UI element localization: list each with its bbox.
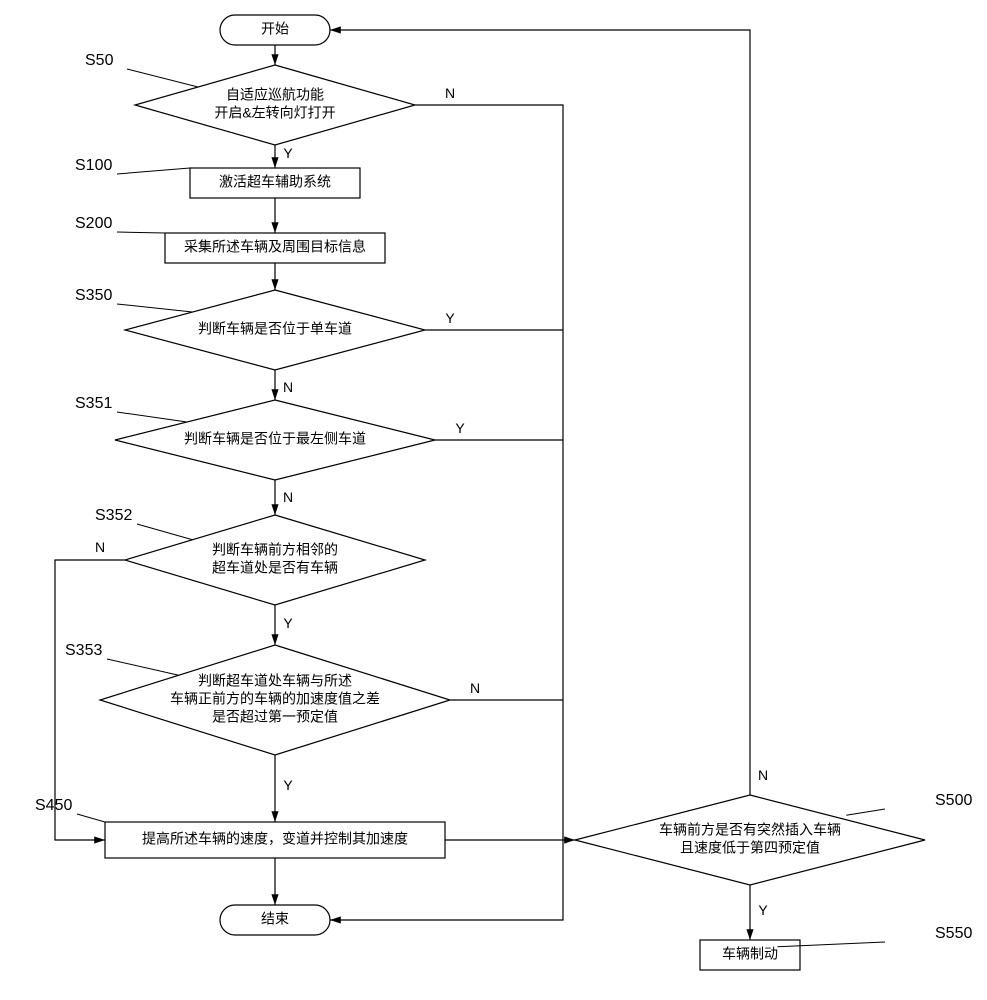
node-s50: 自适应巡航功能开启&左转向灯打开 S50 (85, 52, 415, 145)
step-label: S100 (75, 157, 112, 174)
node-s450: 提高所述车辆的速度，变道并控制其加速度 S450 (35, 797, 445, 858)
leader-line (846, 809, 885, 815)
node-text: 激活超车辅助系统 (219, 174, 331, 190)
edge-label: N (283, 379, 293, 395)
step-label: S50 (85, 52, 114, 69)
node-text: 超车道处是否有车辆 (212, 560, 338, 576)
step-label: S550 (935, 925, 972, 942)
node-s550: 车辆制动 S550 (700, 925, 972, 970)
edge-label: Y (455, 420, 465, 436)
node-text: 车辆正前方的车辆的加速度值之差 (170, 691, 380, 707)
edge (330, 30, 750, 795)
edge-label: Y (283, 615, 293, 631)
node-text: 自适应巡航功能 (226, 87, 324, 103)
node-text: 采集所述车辆及周围目标信息 (184, 239, 366, 255)
step-label: S500 (935, 792, 972, 809)
node-s353: 判断超车道处车辆与所述车辆正前方的车辆的加速度值之差是否超过第一预定值 S353 (65, 642, 450, 755)
edge-label: Y (445, 310, 455, 326)
leader-line (117, 232, 165, 233)
node-text: 车辆制动 (722, 946, 778, 962)
node-text: 判断车辆前方相邻的 (212, 542, 338, 558)
edge (330, 105, 563, 920)
node-s500: 车辆前方是否有突然插入车辆且速度低于第四预定值 S500 (575, 792, 972, 885)
leader-line (137, 524, 193, 540)
edge-label: N (470, 680, 480, 696)
node-s352: 判断车辆前方相邻的超车道处是否有车辆 S352 (95, 507, 425, 605)
leader-line (117, 304, 193, 312)
leader-line (77, 814, 105, 822)
edge-label: N (445, 85, 455, 101)
edge-label: N (758, 767, 768, 783)
node-text: 开启&左转向灯打开 (214, 105, 335, 121)
edge-label: Y (283, 777, 293, 793)
node-text: 开始 (261, 21, 289, 37)
node-text: 提高所述车辆的速度，变道并控制其加速度 (142, 831, 408, 847)
node-end: 结束 (220, 905, 330, 935)
step-label: S351 (75, 395, 112, 412)
node-text: 结束 (261, 911, 289, 927)
step-label: S350 (75, 287, 112, 304)
node-start: 开始 (220, 15, 330, 45)
node-s100: 激活超车辅助系统 S100 (75, 157, 360, 198)
node-s350: 判断车辆是否位于单车道 S350 (75, 287, 425, 370)
leader-line (117, 168, 190, 174)
edge-label: Y (283, 145, 293, 161)
node-s200: 采集所述车辆及周围目标信息 S200 (75, 215, 385, 263)
node-text: 是否超过第一预定值 (212, 709, 338, 725)
edge-label: N (283, 489, 293, 505)
step-label: S352 (95, 507, 132, 524)
step-label: S450 (35, 797, 72, 814)
edge-label: Y (758, 902, 768, 918)
node-text: 判断超车道处车辆与所述 (198, 673, 352, 689)
step-label: S200 (75, 215, 112, 232)
edge-label: N (95, 539, 105, 555)
step-label: S353 (65, 642, 102, 659)
leader-line (117, 412, 187, 422)
node-text: 判断车辆是否位于最左侧车道 (184, 431, 366, 447)
node-text: 车辆前方是否有突然插入车辆 (659, 822, 841, 838)
node-text: 判断车辆是否位于单车道 (198, 321, 352, 337)
node-s351: 判断车辆是否位于最左侧车道 S351 (75, 395, 435, 480)
leader-line (127, 69, 198, 87)
node-text: 且速度低于第四预定值 (680, 840, 820, 856)
leader-line (107, 659, 179, 675)
